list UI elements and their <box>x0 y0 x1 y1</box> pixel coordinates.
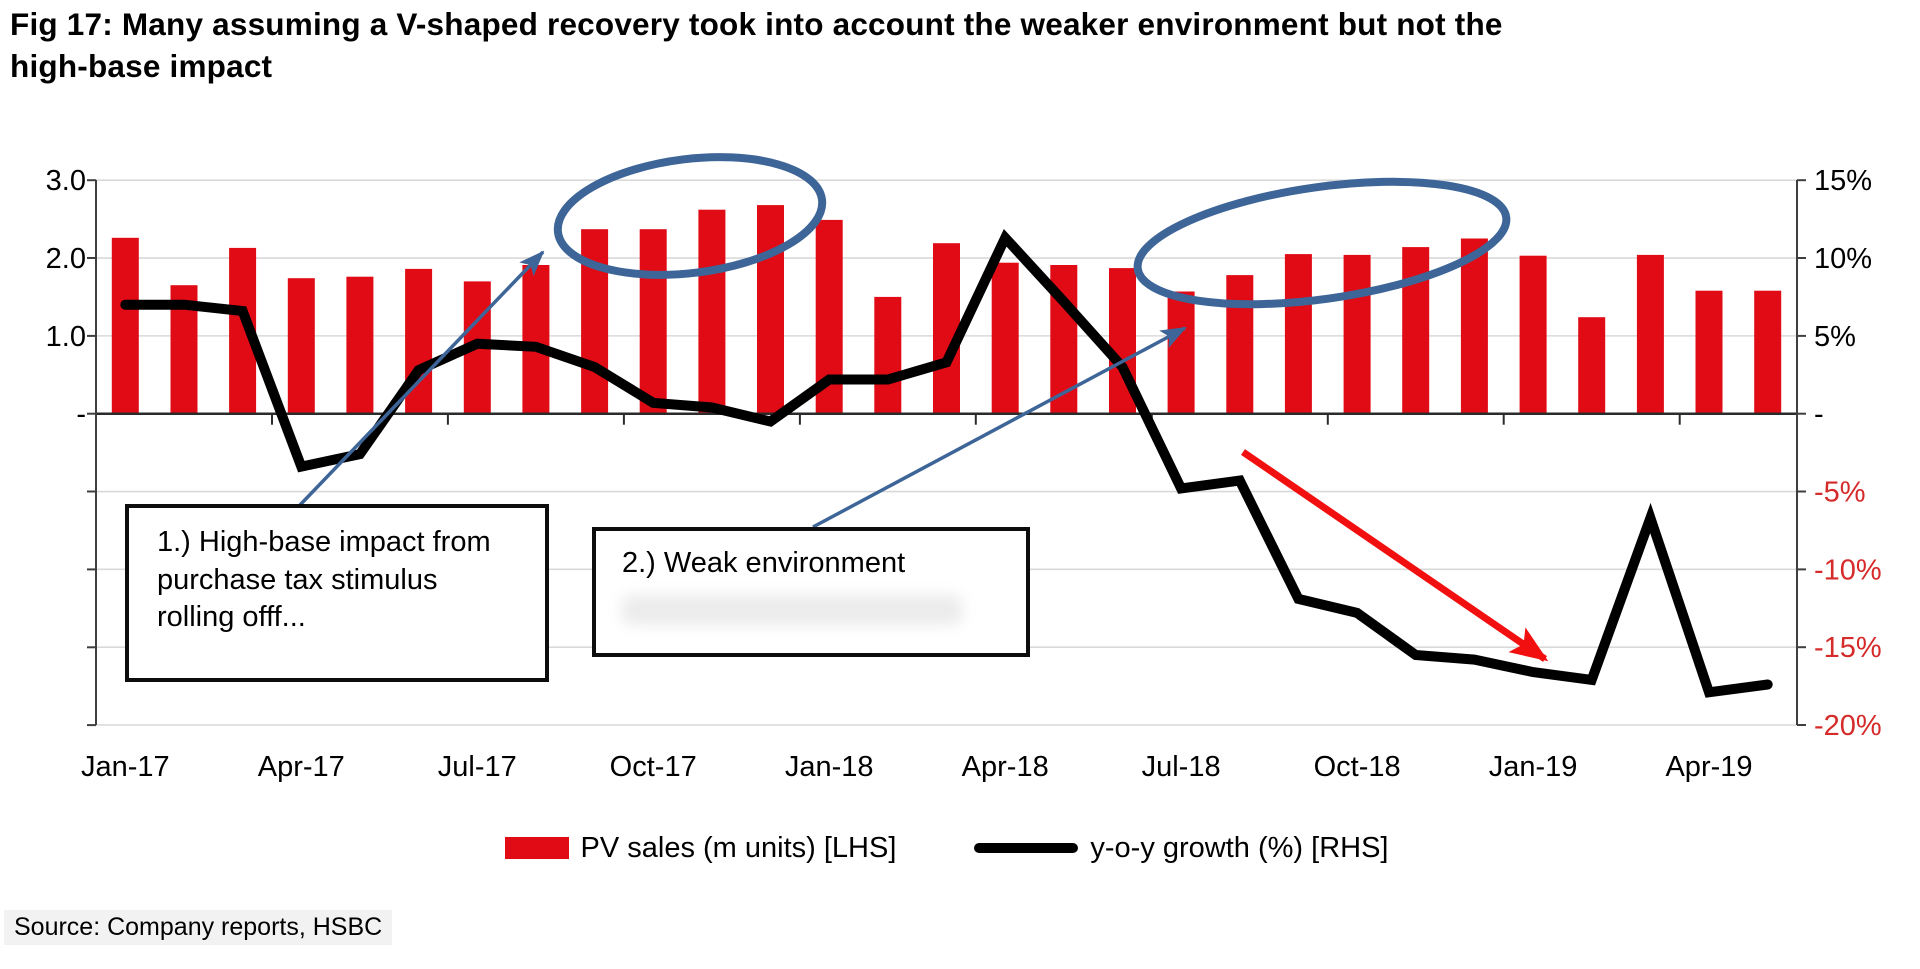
bar <box>639 229 667 414</box>
svg-text:Jan-19: Jan-19 <box>1489 751 1578 783</box>
bar <box>287 278 315 414</box>
svg-text:-: - <box>76 399 86 431</box>
bar <box>1284 254 1312 414</box>
page-title: Fig 17: Many assuming a V-shaped recover… <box>10 6 1503 84</box>
right-axis-labels: 15% 10% 5% - -5% -10% -15% -20% <box>1814 165 1882 742</box>
bar <box>522 265 550 414</box>
bar <box>1519 255 1547 414</box>
svg-text:2.0: 2.0 <box>46 243 86 275</box>
svg-text:1.0: 1.0 <box>46 321 86 353</box>
highlight-ellipse-1 <box>553 153 827 279</box>
svg-text:Apr-17: Apr-17 <box>258 751 345 783</box>
svg-text:Apr-19: Apr-19 <box>1665 751 1752 783</box>
legend-label: y-o-y growth (%) [RHS] <box>1090 831 1389 864</box>
svg-text:-10%: -10% <box>1814 554 1882 586</box>
svg-text:-5%: -5% <box>1814 477 1866 509</box>
svg-text:-20%: -20% <box>1814 710 1882 742</box>
callout-arrow-1 <box>298 250 545 507</box>
svg-text:-15%: -15% <box>1814 632 1882 664</box>
bar <box>1167 291 1195 414</box>
svg-text:5%: 5% <box>1814 321 1856 353</box>
legend-item-pv-sales: PV sales (m units) [LHS] <box>504 831 897 865</box>
legend-label: PV sales (m units) [LHS] <box>580 831 897 864</box>
svg-text:Oct-18: Oct-18 <box>1314 751 1401 783</box>
legend-bar-swatch <box>504 837 569 859</box>
red-decline-arrow <box>1241 449 1549 662</box>
source-note: Source: Company reports, HSBC <box>4 910 393 945</box>
annotation-box-weak-environment-text: 2.) Weak environment <box>622 547 906 579</box>
annotation-box-high-base: 1.) High-base impact from purchase tax s… <box>125 504 549 682</box>
callout-arrow-2 <box>812 326 1187 529</box>
chart-legend: PV sales (m units) [LHS] y-o-y growth (%)… <box>96 824 1797 872</box>
bar <box>991 262 1019 414</box>
line-series-yoy-growth <box>120 228 1773 698</box>
bar <box>581 229 609 414</box>
svg-text:Oct-17: Oct-17 <box>610 751 697 783</box>
bar <box>111 237 139 414</box>
annotation-box-weak-environment: 2.) Weak environment <box>592 527 1030 657</box>
svg-text:Jan-17: Jan-17 <box>81 751 170 783</box>
svg-text:Apr-18: Apr-18 <box>962 751 1049 783</box>
x-axis-labels: Jan-17 Apr-17 Jul-17 Oct-17 Jan-18 Apr-18 Jul-… <box>81 751 1753 783</box>
bar <box>1460 238 1488 414</box>
svg-text:Jul-17: Jul-17 <box>438 751 517 783</box>
bar <box>346 276 374 414</box>
bar-series-pv-sales <box>111 205 1782 414</box>
svg-text:15%: 15% <box>1814 165 1872 197</box>
bar <box>757 205 784 414</box>
legend-line-swatch <box>974 843 1079 853</box>
bar <box>933 243 960 414</box>
bar <box>874 296 902 414</box>
x-axis-ticks <box>271 413 1681 425</box>
svg-text:3.0: 3.0 <box>46 165 86 197</box>
bar <box>1695 290 1723 414</box>
highlight-ellipse-2 <box>1133 177 1511 309</box>
bar <box>1754 290 1782 414</box>
svg-text:-: - <box>1814 399 1824 431</box>
annotation-box-high-base-text: 1.) High-base impact from purchase tax s… <box>157 526 491 634</box>
bar <box>1343 254 1371 414</box>
axis-spines <box>87 179 1806 727</box>
bar <box>1226 275 1254 414</box>
redacted-ghost-text <box>622 595 962 625</box>
svg-text:Jul-18: Jul-18 <box>1142 751 1221 783</box>
svg-text:10%: 10% <box>1814 243 1872 275</box>
bar <box>1578 317 1606 414</box>
bar <box>1636 254 1664 414</box>
legend-item-yoy-growth: y-o-y growth (%) [RHS] <box>974 832 1388 865</box>
bar <box>1402 247 1430 414</box>
left-axis-labels: 3.0 2.0 1.0 - <box>46 165 86 431</box>
bar <box>698 209 726 414</box>
svg-text:Jan-18: Jan-18 <box>785 751 874 783</box>
